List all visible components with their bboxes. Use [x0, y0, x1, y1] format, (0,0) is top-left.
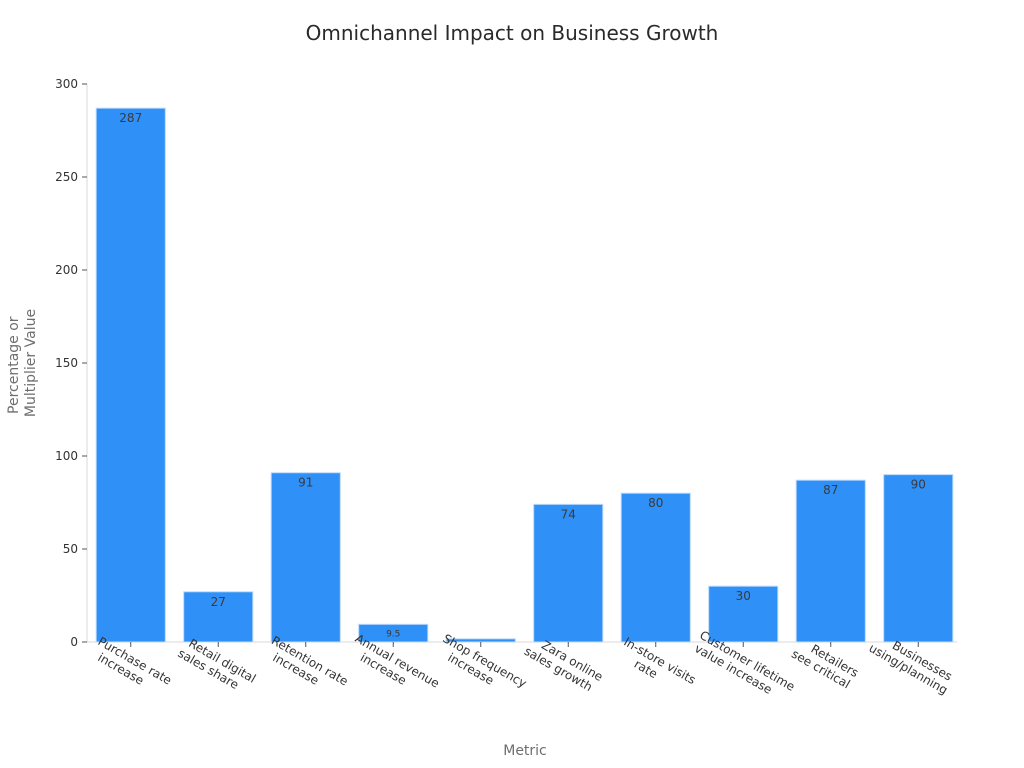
bar — [795, 479, 866, 643]
y-axis-title-line-2: Multiplier Value — [23, 309, 39, 417]
bar — [533, 503, 604, 643]
bar — [883, 474, 954, 643]
chart-title: Omnichannel Impact on Business Growth — [306, 21, 719, 45]
x-tick-line: In-store visits — [621, 635, 698, 687]
data-label: 27 — [211, 595, 226, 609]
x-axis-title: Metric — [503, 743, 547, 759]
y-tick-label: 300 — [55, 77, 78, 91]
y-tick-label: 250 — [55, 170, 78, 184]
bar — [708, 585, 779, 643]
y-axis-title-line-1: Percentage or — [6, 316, 22, 414]
data-label: 287 — [119, 111, 142, 125]
data-label: 30 — [736, 589, 751, 603]
y-tick-label: 150 — [55, 356, 78, 370]
x-tick-text: Retailerssee critical — [789, 635, 861, 693]
bar — [620, 492, 691, 643]
y-tick-label: 100 — [55, 449, 78, 463]
data-label: 90 — [911, 478, 926, 492]
y-axis-title: Percentage or Multiplier Value — [6, 309, 39, 417]
data-label: 74 — [561, 507, 576, 521]
x-tick-label: Retailerssee critical — [789, 635, 861, 693]
bar — [95, 107, 166, 643]
data-label: 91 — [298, 476, 313, 490]
bar — [270, 472, 341, 643]
x-tick-text: Retail digitalsales share — [176, 634, 259, 698]
data-label: 9.5 — [386, 629, 400, 639]
y-tick-label: 0 — [70, 635, 78, 649]
data-label: 87 — [823, 483, 838, 497]
y-tick-label: 200 — [55, 263, 78, 277]
x-tick-label: Retail digitalsales share — [176, 634, 259, 698]
y-tick-label: 50 — [63, 542, 78, 556]
data-label: 80 — [648, 496, 663, 510]
